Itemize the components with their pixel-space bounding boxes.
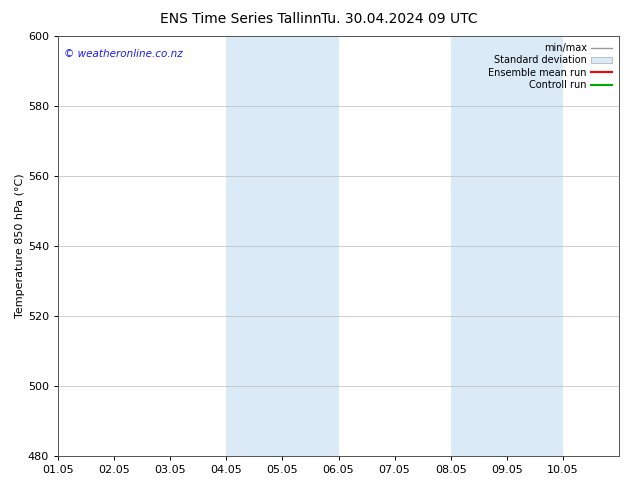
Y-axis label: Temperature 850 hPa (°C): Temperature 850 hPa (°C)	[15, 174, 25, 318]
Text: © weatheronline.co.nz: © weatheronline.co.nz	[63, 49, 183, 59]
Text: ENS Time Series Tallinn: ENS Time Series Tallinn	[160, 12, 321, 26]
Bar	[507, 36, 563, 456]
Text: Tu. 30.04.2024 09 UTC: Tu. 30.04.2024 09 UTC	[321, 12, 478, 26]
Legend: min/max, Standard deviation, Ensemble mean run, Controll run: min/max, Standard deviation, Ensemble me…	[486, 41, 614, 92]
Bar	[282, 36, 339, 456]
Bar	[226, 36, 282, 456]
Bar	[451, 36, 507, 456]
